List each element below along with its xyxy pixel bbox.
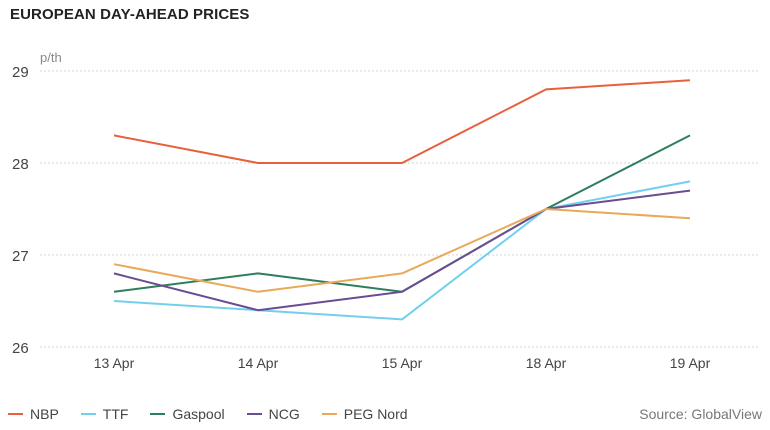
legend-swatch xyxy=(246,413,262,415)
legend-label: NBP xyxy=(30,406,59,422)
y-axis-label: p/th xyxy=(40,50,62,65)
legend-swatch xyxy=(8,413,23,415)
legend-item: TTF xyxy=(80,406,129,422)
legend-item: NBP xyxy=(8,406,59,422)
y-axis-ticks: 26 27 28 29 xyxy=(12,64,29,357)
x-tick-label: 18 Apr xyxy=(526,355,567,371)
legend-swatch xyxy=(150,413,166,415)
chart-title: EUROPEAN DAY-AHEAD PRICES xyxy=(10,6,250,23)
legend-swatch xyxy=(321,413,337,415)
x-tick-label: 19 Apr xyxy=(670,355,711,371)
legend: NBP TTF Gaspool NCG PEG Nord xyxy=(8,406,430,422)
x-tick-label: 15 Apr xyxy=(382,355,423,371)
x-axis-ticks: 13 Apr 14 Apr 15 Apr 18 Apr 19 Apr xyxy=(94,355,711,371)
legend-label: NCG xyxy=(268,406,300,422)
series-line-nbp xyxy=(113,79,691,164)
y-tick-label: 29 xyxy=(12,64,29,81)
legend-label: TTF xyxy=(102,406,129,422)
source-note: Source: GlobalView xyxy=(639,406,762,422)
legend-label: PEG Nord xyxy=(343,406,408,422)
legend-item: Gaspool xyxy=(150,406,225,422)
series-line-peg-nord xyxy=(113,208,691,293)
x-tick-label: 14 Apr xyxy=(238,355,279,371)
series-line-ncg xyxy=(113,189,691,312)
series-line-ttf xyxy=(113,180,691,321)
y-tick-label: 26 xyxy=(12,340,29,357)
legend-swatch xyxy=(80,413,96,415)
y-tick-label: 28 xyxy=(12,156,29,173)
grid-lines xyxy=(40,70,760,348)
legend-item: PEG Nord xyxy=(321,406,408,422)
series-lines xyxy=(113,79,691,321)
x-tick-label: 13 Apr xyxy=(94,355,135,371)
legend-label: Gaspool xyxy=(172,406,225,422)
legend-item: NCG xyxy=(246,406,300,422)
y-tick-label: 27 xyxy=(12,248,29,265)
